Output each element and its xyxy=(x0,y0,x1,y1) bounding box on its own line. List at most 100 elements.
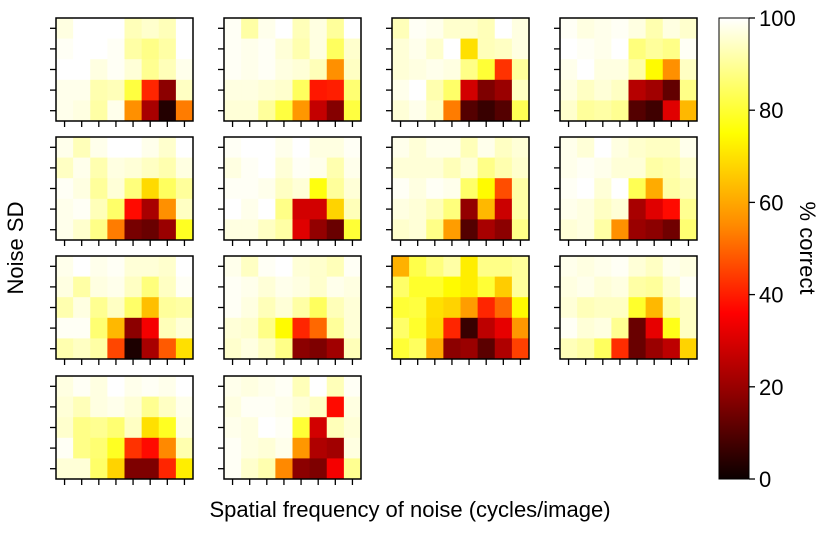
heatmap-cell xyxy=(594,178,612,200)
heatmap-cell xyxy=(409,137,427,158)
heatmap-cell xyxy=(343,100,362,122)
heatmap-cell xyxy=(241,317,259,339)
heatmap-cell xyxy=(175,256,194,277)
heatmap-cell xyxy=(175,276,194,298)
heatmap-cell xyxy=(326,157,345,179)
heatmap-cell xyxy=(611,178,629,200)
heatmap-cell xyxy=(662,79,681,101)
heatmap-cell xyxy=(158,219,177,241)
heatmap-cell xyxy=(90,297,108,319)
heatmap-cell xyxy=(679,338,698,360)
heatmap-cell xyxy=(141,18,160,39)
heatmap-cell xyxy=(679,100,698,122)
heatmap-cell xyxy=(494,219,513,241)
heatmap-cell xyxy=(292,256,311,277)
heatmap-cell xyxy=(107,317,125,339)
heatmap-cell xyxy=(392,18,410,39)
heatmap-cell xyxy=(107,338,125,360)
heatmap-cell xyxy=(56,297,74,319)
heatmap-cell xyxy=(426,317,444,339)
heatmap-panel-14 xyxy=(218,375,362,485)
heatmap-cell xyxy=(662,297,681,319)
heatmap-cell xyxy=(343,137,362,158)
heatmap-cell xyxy=(292,417,311,439)
heatmap-cell xyxy=(645,79,664,101)
heatmap-panel-4 xyxy=(554,17,698,127)
heatmap-cell xyxy=(443,100,461,122)
heatmap-cell xyxy=(460,317,479,339)
heatmap-cell xyxy=(241,100,259,122)
heatmap-cell xyxy=(645,100,664,122)
heatmap-cell xyxy=(577,219,595,241)
heatmap-cell xyxy=(577,79,595,101)
heatmap-cell xyxy=(158,178,177,200)
heatmap-cell xyxy=(124,157,143,179)
heatmap-cell xyxy=(409,157,427,179)
heatmap-cell xyxy=(309,137,328,158)
heatmap-cell xyxy=(460,178,479,200)
heatmap-cell xyxy=(594,317,612,339)
heatmap-cell xyxy=(611,276,629,298)
heatmap-cell xyxy=(560,338,578,360)
heatmap-cell xyxy=(443,256,461,277)
heatmap-cell xyxy=(56,396,74,418)
heatmap-cell xyxy=(224,79,242,101)
heatmap-cell xyxy=(577,297,595,319)
heatmap-cell xyxy=(645,137,664,158)
heatmap-cell xyxy=(494,338,513,360)
heatmap-cell xyxy=(56,376,74,397)
colorbar: 0 20 40 60 80 100 % correct xyxy=(718,6,820,492)
heatmap-cell xyxy=(258,157,276,179)
heatmap-cell xyxy=(124,376,143,397)
heatmap-cell xyxy=(258,437,276,459)
colorbar-gradient xyxy=(718,17,750,480)
heatmap-cell xyxy=(73,18,91,39)
heatmap-cell xyxy=(477,198,496,220)
heatmap-cell xyxy=(241,157,259,179)
heatmap-cell xyxy=(511,198,530,220)
heatmap-cell xyxy=(141,396,160,418)
heatmap-cell xyxy=(141,256,160,277)
heatmap-cell xyxy=(309,157,328,179)
heatmap-cell xyxy=(577,256,595,277)
heatmap-cell xyxy=(645,256,664,277)
heatmap-cell xyxy=(511,276,530,298)
heatmap-cell xyxy=(292,376,311,397)
heatmap-cell xyxy=(241,458,259,480)
heatmap-cell xyxy=(494,157,513,179)
heatmap-cell xyxy=(326,198,345,220)
heatmap-panel-13 xyxy=(50,375,194,485)
heatmap-cell xyxy=(577,59,595,81)
heatmap-cell xyxy=(477,317,496,339)
heatmap-cell xyxy=(477,157,496,179)
heatmap-cell xyxy=(628,178,647,200)
heatmap-cell xyxy=(628,100,647,122)
heatmap-cell xyxy=(56,198,74,220)
heatmap-cell xyxy=(645,338,664,360)
heatmap-cell xyxy=(494,38,513,60)
heatmap-cell xyxy=(511,38,530,60)
heatmap-cell xyxy=(224,219,242,241)
heatmap-cell xyxy=(628,219,647,241)
heatmap-cell xyxy=(326,317,345,339)
heatmap-cell xyxy=(275,79,293,101)
heatmap-cell xyxy=(124,59,143,81)
heatmap-cell xyxy=(426,178,444,200)
heatmap-cell xyxy=(124,219,143,241)
heatmap-cell xyxy=(426,256,444,277)
heatmap-cell xyxy=(275,317,293,339)
heatmap-cell xyxy=(326,18,345,39)
heatmap-cell xyxy=(460,256,479,277)
heatmap-cell xyxy=(56,417,74,439)
heatmap-cell xyxy=(577,137,595,158)
heatmap-cell xyxy=(679,59,698,81)
heatmap-cell xyxy=(392,297,410,319)
heatmap-cell xyxy=(326,276,345,298)
heatmap-cell xyxy=(158,137,177,158)
heatmap-cell xyxy=(258,59,276,81)
heatmap-cell xyxy=(594,256,612,277)
heatmap-cell xyxy=(560,38,578,60)
heatmap-cell xyxy=(292,219,311,241)
heatmap-cell xyxy=(73,256,91,277)
heatmap-cell xyxy=(392,157,410,179)
